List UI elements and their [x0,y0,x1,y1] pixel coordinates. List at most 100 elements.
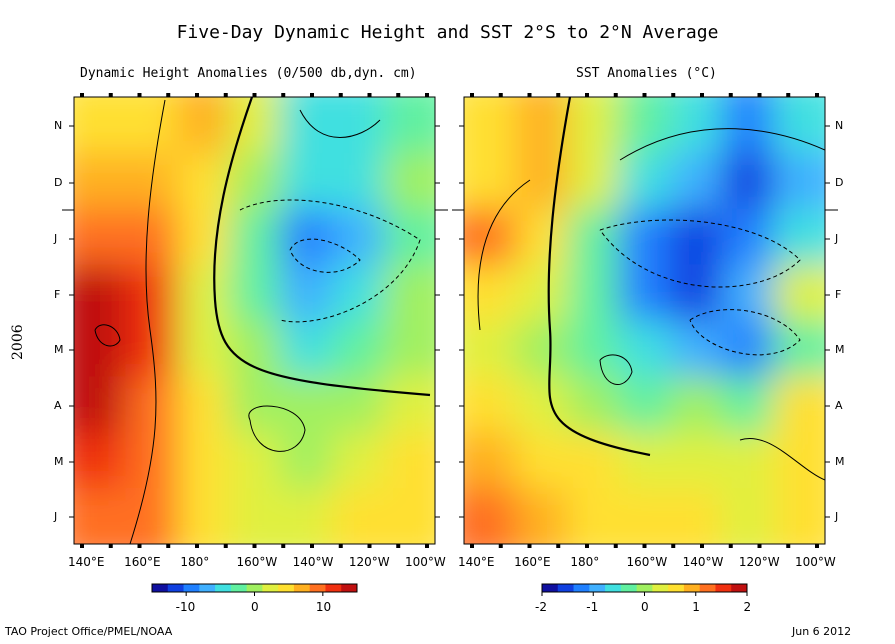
month-label: N [835,119,844,132]
heatmap-cell [125,320,179,378]
month-label: J [835,232,839,245]
heatmap-cell [331,320,385,378]
heatmap-cell [228,208,282,266]
heatmap-cell [74,97,127,154]
heatmap-cell [670,376,723,434]
heatmap-cell [567,432,620,490]
bottom-tick-mark [195,544,199,548]
heatmap-cell [464,376,517,434]
top-tick-mark [815,93,819,97]
heatmap-cell [721,376,775,434]
colorbar-swatch [731,584,748,592]
heatmap-cell [618,488,672,544]
top-tick-mark [166,93,171,97]
top-tick-mark [642,93,647,97]
colorbar-swatch [152,584,169,592]
top-tick-mark [367,93,372,97]
contour-line [739,437,825,481]
bottom-tick-mark [527,544,532,548]
colorbar-tick-label: 2 [743,600,752,614]
colorbar-swatch [636,584,653,592]
heatmap-cell [515,376,569,434]
heatmap-cell [177,488,230,544]
top-tick-mark [556,93,561,97]
bottom-tick-mark [786,544,791,548]
heatmap-cell [618,208,672,266]
colorbar-tick-label: -2 [535,600,547,614]
top-tick-mark [281,93,286,97]
x-tick-label: 140°W [682,555,724,569]
top-tick-mark [786,93,791,97]
heatmap-cell [280,97,333,154]
heatmap-cell [383,376,435,434]
heatmap-cell [177,432,230,490]
colorbar-tick-label: 0 [641,600,649,614]
heatmap-cell [331,208,385,266]
month-label: A [54,399,62,412]
contour-line [213,97,431,397]
x-tick-label: 100°W [795,555,836,569]
heatmap-cell [515,488,569,544]
colorbar-swatch [278,584,295,592]
main-title: Five-Day Dynamic Height and SST 2°S to 2… [176,22,719,43]
heatmap-cell [177,97,230,154]
heatmap-cell [125,376,179,434]
heatmap-cell [670,488,723,544]
x-tick-label: 160°E [514,555,551,569]
heatmap-cell [125,264,179,322]
heatmap-cell [618,320,672,378]
heatmap-cell [721,208,775,266]
heatmap-cell [721,97,775,154]
heatmap-cell [515,320,569,378]
heatmap-cell [773,432,825,490]
dynamic-height-colorbar [151,583,358,596]
heatmap-cell [177,320,230,378]
heatmap-cell [567,488,620,544]
colorbar-swatch [341,584,358,592]
left-panel-title: Dynamic Height Anomalies (0/500 db,dyn. … [80,66,417,81]
heatmap-cell [618,432,672,490]
heatmap-cell [567,264,620,322]
heatmap-cell [383,432,435,490]
heatmap-cell [74,432,127,490]
heatmap-cell [74,376,127,434]
heatmap-cell [177,264,230,322]
bottom-tick-mark [728,544,733,548]
top-tick-mark [527,93,532,97]
footer-date: Jun 6 2012 [792,625,852,638]
heatmap-cell [280,488,333,544]
bottom-tick-mark [367,544,372,548]
heatmap-cell [773,264,825,322]
bottom-tick-mark [613,544,618,548]
heatmap-cell [383,208,435,266]
axis-ticks [62,93,838,548]
bottom-tick-mark [700,544,704,548]
colorbar-swatch [262,584,279,592]
x-tick-label: 100°W [405,555,446,569]
heatmap-cell [721,152,775,210]
right-panel-title: SST Anomalies (°C) [576,66,717,81]
contour-line [299,109,381,138]
month-label: F [835,288,842,301]
heatmap-cell [773,376,825,434]
heatmap-cell [464,488,517,544]
heatmap-cell [74,208,127,266]
colorbar-swatch [683,584,701,592]
heatmap-cell [125,432,179,490]
colorbar-swatch [589,584,606,592]
month-label: M [54,343,64,356]
colorbar-swatch [652,584,669,592]
heatmap-cell [721,320,775,378]
heatmap-cell [280,152,333,210]
month-label: J [54,510,58,523]
heatmap-cell [331,376,385,434]
contour-line [689,309,801,356]
month-label: J [54,232,58,245]
contour-line [94,324,121,347]
colorbar-tick-label: 10 [315,600,332,614]
contour-line [477,179,531,331]
colorbar-swatch [620,584,638,592]
heatmap-cell [618,152,672,210]
footer-credit: TAO Project Office/PMEL/NOAA [5,625,173,638]
colorbar-swatch [542,584,559,592]
